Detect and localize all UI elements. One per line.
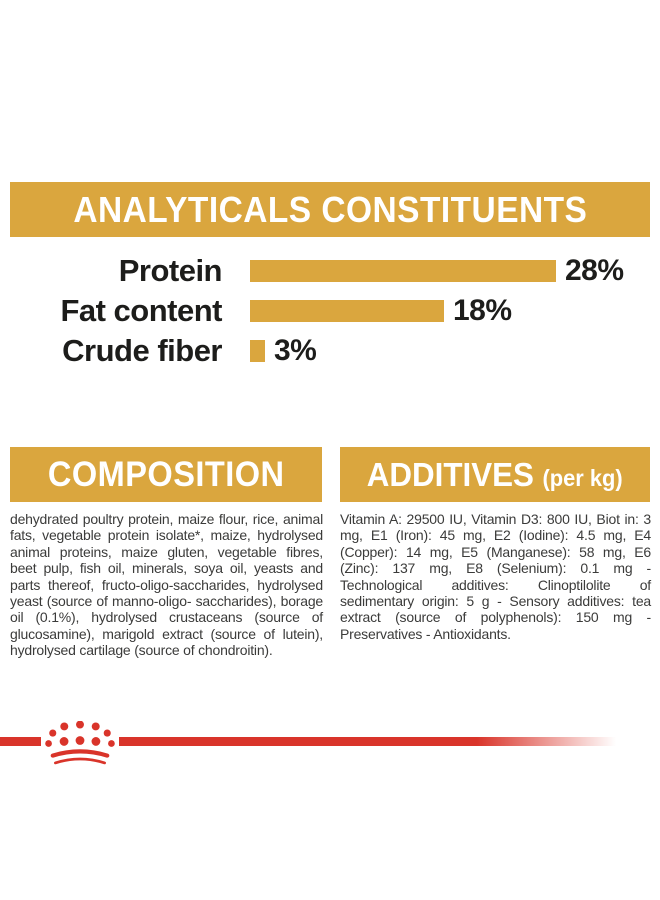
chart-value-protein: 28% — [565, 254, 624, 287]
chart-row-fat-content: Fat content 18% — [0, 291, 660, 331]
additives-title: ADDITIVES — [367, 455, 535, 493]
chart-value-crude-fiber: 3% — [274, 334, 317, 367]
chart-value-fat-content: 18% — [453, 294, 512, 327]
analyticals-title: ANALYTICALS CONSTITUENTS — [73, 188, 587, 230]
analyticals-chart: Protein 28% Fat content 18% Crude fiber … — [0, 251, 660, 371]
chart-bar-protein — [250, 260, 556, 282]
chart-label-fat-content: Fat content — [60, 293, 222, 328]
footer-rule-right — [119, 737, 616, 746]
composition-header-band: COMPOSITION — [10, 447, 322, 502]
chart-bar-fat-content — [250, 300, 444, 322]
chart-label-crude-fiber: Crude fiber — [62, 333, 222, 368]
additives-title-row: ADDITIVES (per kg) — [367, 456, 623, 494]
chart-row-protein: Protein 28% — [0, 251, 660, 291]
additives-header-band: ADDITIVES (per kg) — [340, 447, 650, 502]
royal-canin-crown-icon — [45, 721, 115, 765]
composition-title: COMPOSITION — [47, 454, 285, 494]
additives-body-text: Vitamin A: 29500 IU, Vitamin D3: 800 IU,… — [340, 511, 651, 642]
composition-body-text: dehydrated poultry protein, maize flour,… — [10, 511, 323, 659]
chart-label-protein: Protein — [118, 253, 223, 288]
additives-per-kg-suffix: (per kg) — [542, 464, 623, 491]
footer-rule-left — [0, 737, 41, 746]
chart-bar-crude-fiber — [250, 340, 265, 362]
analyticals-header-band: ANALYTICALS CONSTITUENTS — [10, 182, 650, 237]
chart-row-crude-fiber: Crude fiber 3% — [0, 331, 660, 371]
